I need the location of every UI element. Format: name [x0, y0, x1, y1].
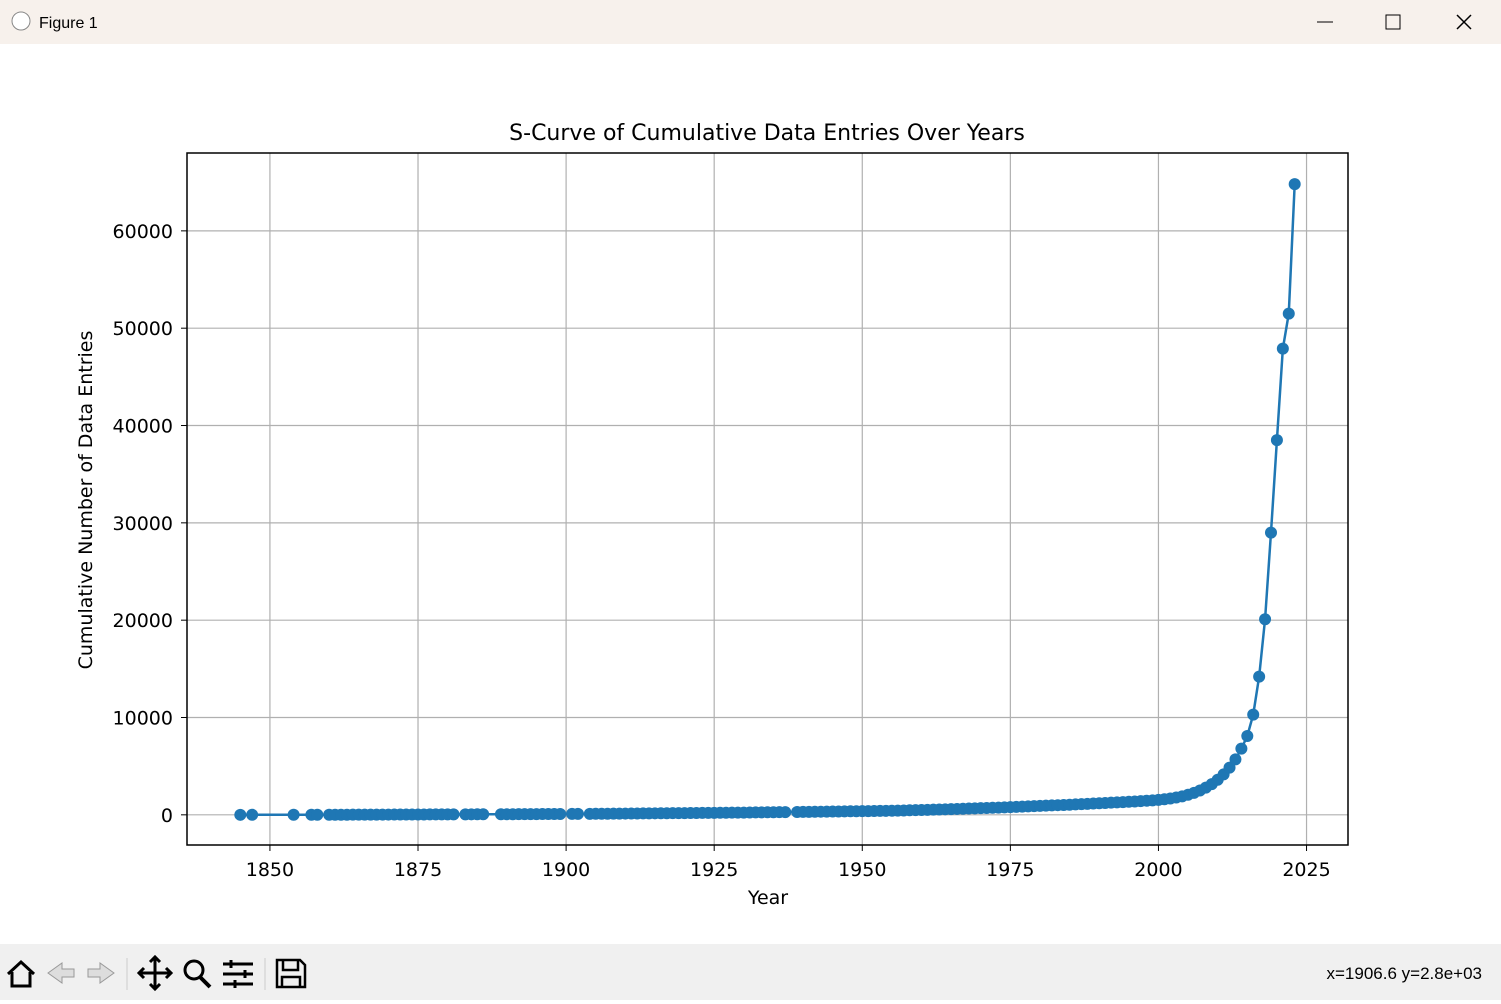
- figure: [0, 44, 1501, 944]
- configure-button[interactable]: [223, 960, 253, 988]
- x-tick-label: 1925: [690, 859, 738, 881]
- y-tick-label: 40000: [113, 416, 173, 438]
- data-point: [287, 808, 300, 821]
- data-point: [779, 806, 792, 819]
- toolbar: [0, 944, 1501, 1000]
- x-tick-label: 1900: [542, 859, 590, 881]
- back-button[interactable]: [47, 962, 75, 984]
- title-bar: [0, 0, 1501, 44]
- data-point: [477, 808, 490, 821]
- x-tick-label: 1875: [394, 859, 442, 881]
- x-axis-label: Year: [747, 887, 788, 909]
- data-point: [1241, 729, 1254, 742]
- data-point: [1229, 753, 1242, 766]
- x-tick-label: 1850: [246, 859, 294, 881]
- zoom-button[interactable]: [183, 959, 205, 981]
- zoom-handle: [198, 975, 212, 989]
- data-point: [234, 808, 247, 821]
- window-title: Figure 1: [39, 15, 98, 32]
- data-point: [1270, 434, 1283, 447]
- status-text: x=1906.6 y=2.8e+03: [1327, 964, 1483, 983]
- data-point: [1247, 708, 1260, 721]
- plot-frame: [186, 152, 1349, 846]
- maximize-button[interactable]: [1385, 14, 1401, 30]
- pan-button[interactable]: [136, 954, 174, 992]
- x-tick-label: 1950: [838, 859, 886, 881]
- data-point: [1235, 742, 1248, 755]
- data-point: [571, 807, 584, 820]
- y-tick-label: 20000: [113, 610, 173, 632]
- y-axis-label: Cumulative Number of Data Entries: [75, 331, 97, 670]
- y-tick-label: 0: [161, 805, 173, 827]
- data-point: [1253, 670, 1266, 683]
- data-point: [311, 808, 324, 821]
- data-point: [1259, 613, 1272, 626]
- x-tick-label: 2000: [1134, 859, 1182, 881]
- y-tick-label: 10000: [113, 708, 173, 730]
- close-button[interactable]: [1456, 14, 1472, 30]
- y-tick-label: 60000: [113, 221, 173, 243]
- save-button[interactable]: [275, 958, 307, 989]
- y-tick-label: 50000: [113, 318, 173, 340]
- data-point: [447, 808, 460, 821]
- home-button[interactable]: [6, 959, 36, 988]
- y-tick-label: 30000: [113, 513, 173, 535]
- x-tick-label: 2025: [1282, 859, 1330, 881]
- data-point: [1223, 761, 1236, 774]
- app-icon: [11, 11, 31, 31]
- data-point: [554, 807, 567, 820]
- data-point: [246, 808, 259, 821]
- forward-button[interactable]: [87, 962, 115, 984]
- data-point: [1276, 342, 1289, 355]
- data-point: [1288, 178, 1301, 191]
- x-tick-label: 1975: [986, 859, 1034, 881]
- chart-title: S-Curve of Cumulative Data Entries Over …: [509, 121, 1025, 146]
- data-point: [1264, 526, 1277, 539]
- data-point: [1282, 307, 1295, 320]
